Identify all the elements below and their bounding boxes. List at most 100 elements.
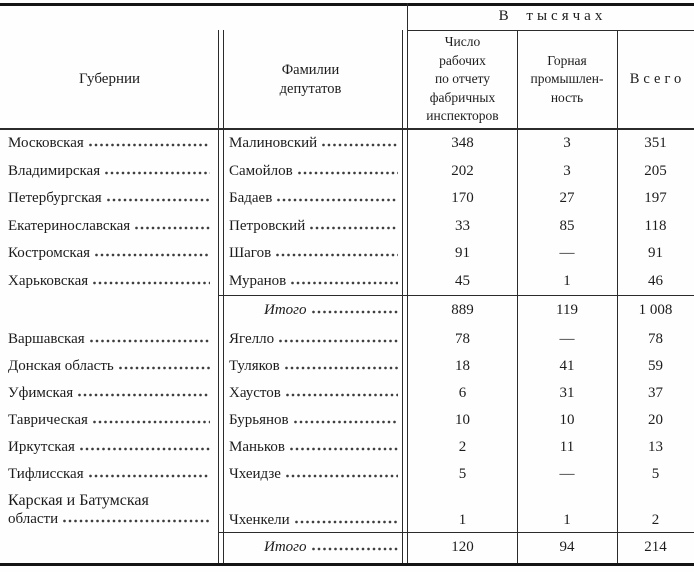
deputy-cell: Муранов (219, 273, 408, 290)
deputy-numbers-divider (402, 30, 408, 563)
header-line: инспекторов (426, 108, 499, 124)
dot-leader (279, 339, 398, 343)
workers-value: 18 (455, 358, 470, 374)
mining-value: 119 (556, 302, 578, 318)
total-value: 351 (644, 135, 667, 152)
dot-leader (322, 143, 398, 148)
province-cell: Петербургская (0, 190, 219, 207)
province-name-line1: Карская и Батумская (8, 492, 149, 509)
deputy-name: Бурьянов (229, 412, 289, 428)
workers-value: 78 (455, 331, 470, 347)
province-cell: Харьковская (0, 273, 219, 290)
workers-value: 6 (458, 385, 467, 401)
group-header-left-divider (407, 3, 408, 30)
mining-value: 94 (559, 539, 575, 555)
dot-leader (63, 519, 210, 523)
deputy-cell: Самойлов (219, 163, 408, 180)
table-body: Московская Малиновский 348 3 351 Владими… (0, 130, 694, 563)
table-row: Уфимская Хаустов 6 31 37 (0, 380, 694, 407)
province-cell: Костромская (0, 245, 219, 262)
province-cell: Карская и Батумская области (0, 491, 219, 529)
column-header-deputy: Фамилии депутатов (219, 30, 402, 129)
group-header-divider (407, 30, 694, 31)
deputy-cell: Чхеидзе (219, 466, 408, 483)
deputy-name: Шагов (229, 245, 272, 262)
province-name: Владимирская (8, 162, 101, 179)
dot-leader (311, 310, 398, 314)
table-row: Таврическая Бурьянов 10 10 20 (0, 407, 694, 434)
header-line: рабочих (439, 52, 486, 68)
mining-value: 3 (563, 162, 571, 179)
subtotal-label: Итого (264, 302, 307, 318)
total-value: 118 (644, 217, 667, 234)
workers-value: 348 (451, 135, 474, 152)
deputy-cell: Бадаев (219, 190, 408, 207)
deputy-cell: Туляков (219, 358, 408, 375)
total-value: 59 (648, 358, 663, 374)
workers-value: 5 (458, 466, 467, 482)
dot-leader (284, 366, 398, 370)
mining-value: 10 (559, 412, 575, 428)
province-name: Варшавская (8, 331, 85, 347)
dot-leader (289, 447, 398, 451)
table-row: Карская и Батумская области Чхенкели 1 1… (0, 488, 694, 532)
total-value: 197 (644, 190, 667, 207)
table-border-bottom (0, 563, 694, 566)
deputy-cell: Ягелло (219, 331, 408, 348)
total-value: 205 (644, 162, 667, 179)
dot-leader (277, 198, 398, 203)
province-name: Московская (8, 135, 84, 152)
province-cell: Московская (0, 135, 219, 152)
mining-value: — (559, 331, 575, 347)
deputy-name: Чхенкели (229, 512, 290, 528)
dot-leader (297, 170, 398, 175)
workers-value: 2 (458, 439, 467, 455)
header-line: ность (550, 89, 584, 105)
workers-value: 91 (455, 245, 470, 262)
province-cell: Иркутская (0, 439, 219, 456)
deputy-cell: Шагов (219, 245, 408, 262)
mining-value: 31 (559, 385, 575, 401)
dot-leader (285, 474, 398, 478)
workers-value: 170 (451, 190, 474, 207)
deputy-cell: Хаустов (219, 385, 408, 402)
subtotal-row: Итого 120 94 214 (0, 532, 694, 563)
header-line: промышлен- (530, 71, 604, 87)
workers-value: 202 (451, 162, 474, 179)
table-row: Варшавская Ягелло 78 — 78 (0, 326, 694, 353)
province-name: Петербургская (8, 190, 102, 207)
total-value: 2 (651, 512, 660, 528)
dot-leader (106, 198, 210, 203)
subtotal-label-cell: Итого (0, 539, 408, 556)
table-row: Петербургская Бадаев 170 27 197 (0, 185, 694, 213)
province-name: Тифлисская (8, 466, 84, 482)
dot-leader (95, 253, 210, 258)
dot-leader (310, 225, 398, 230)
province-cell: Екатеринославская (0, 218, 219, 235)
deputy-cell: Петровский (219, 218, 408, 235)
column-header-province: Губернии (78, 71, 141, 87)
mining-value: 3 (563, 135, 571, 152)
deputy-name: Малиновский (229, 135, 318, 152)
dot-leader (93, 280, 210, 285)
dot-leader (293, 420, 398, 424)
deputy-cell: Чхенкели (219, 512, 408, 529)
dot-leader (135, 225, 210, 230)
subtotal-label: Итого (264, 539, 307, 555)
workers-value: 889 (451, 302, 474, 318)
table-row: Костромская Шагов 91 — 91 (0, 240, 694, 268)
province-name: Уфимская (8, 385, 74, 401)
mining-value: 1 (563, 512, 571, 528)
header-line: фабричных (429, 89, 496, 105)
header-bottom-divider (0, 128, 694, 130)
province-cell: Тифлисская (0, 466, 219, 483)
subtotal-divider-1 (219, 295, 694, 296)
dot-leader (291, 280, 398, 285)
header-line: Фамилии (281, 61, 340, 78)
dot-leader (88, 474, 210, 478)
province-name-line2: области (8, 511, 59, 527)
total-value: 46 (648, 272, 663, 289)
total-value: 91 (648, 245, 663, 262)
table-row: Московская Малиновский 348 3 351 (0, 130, 694, 158)
